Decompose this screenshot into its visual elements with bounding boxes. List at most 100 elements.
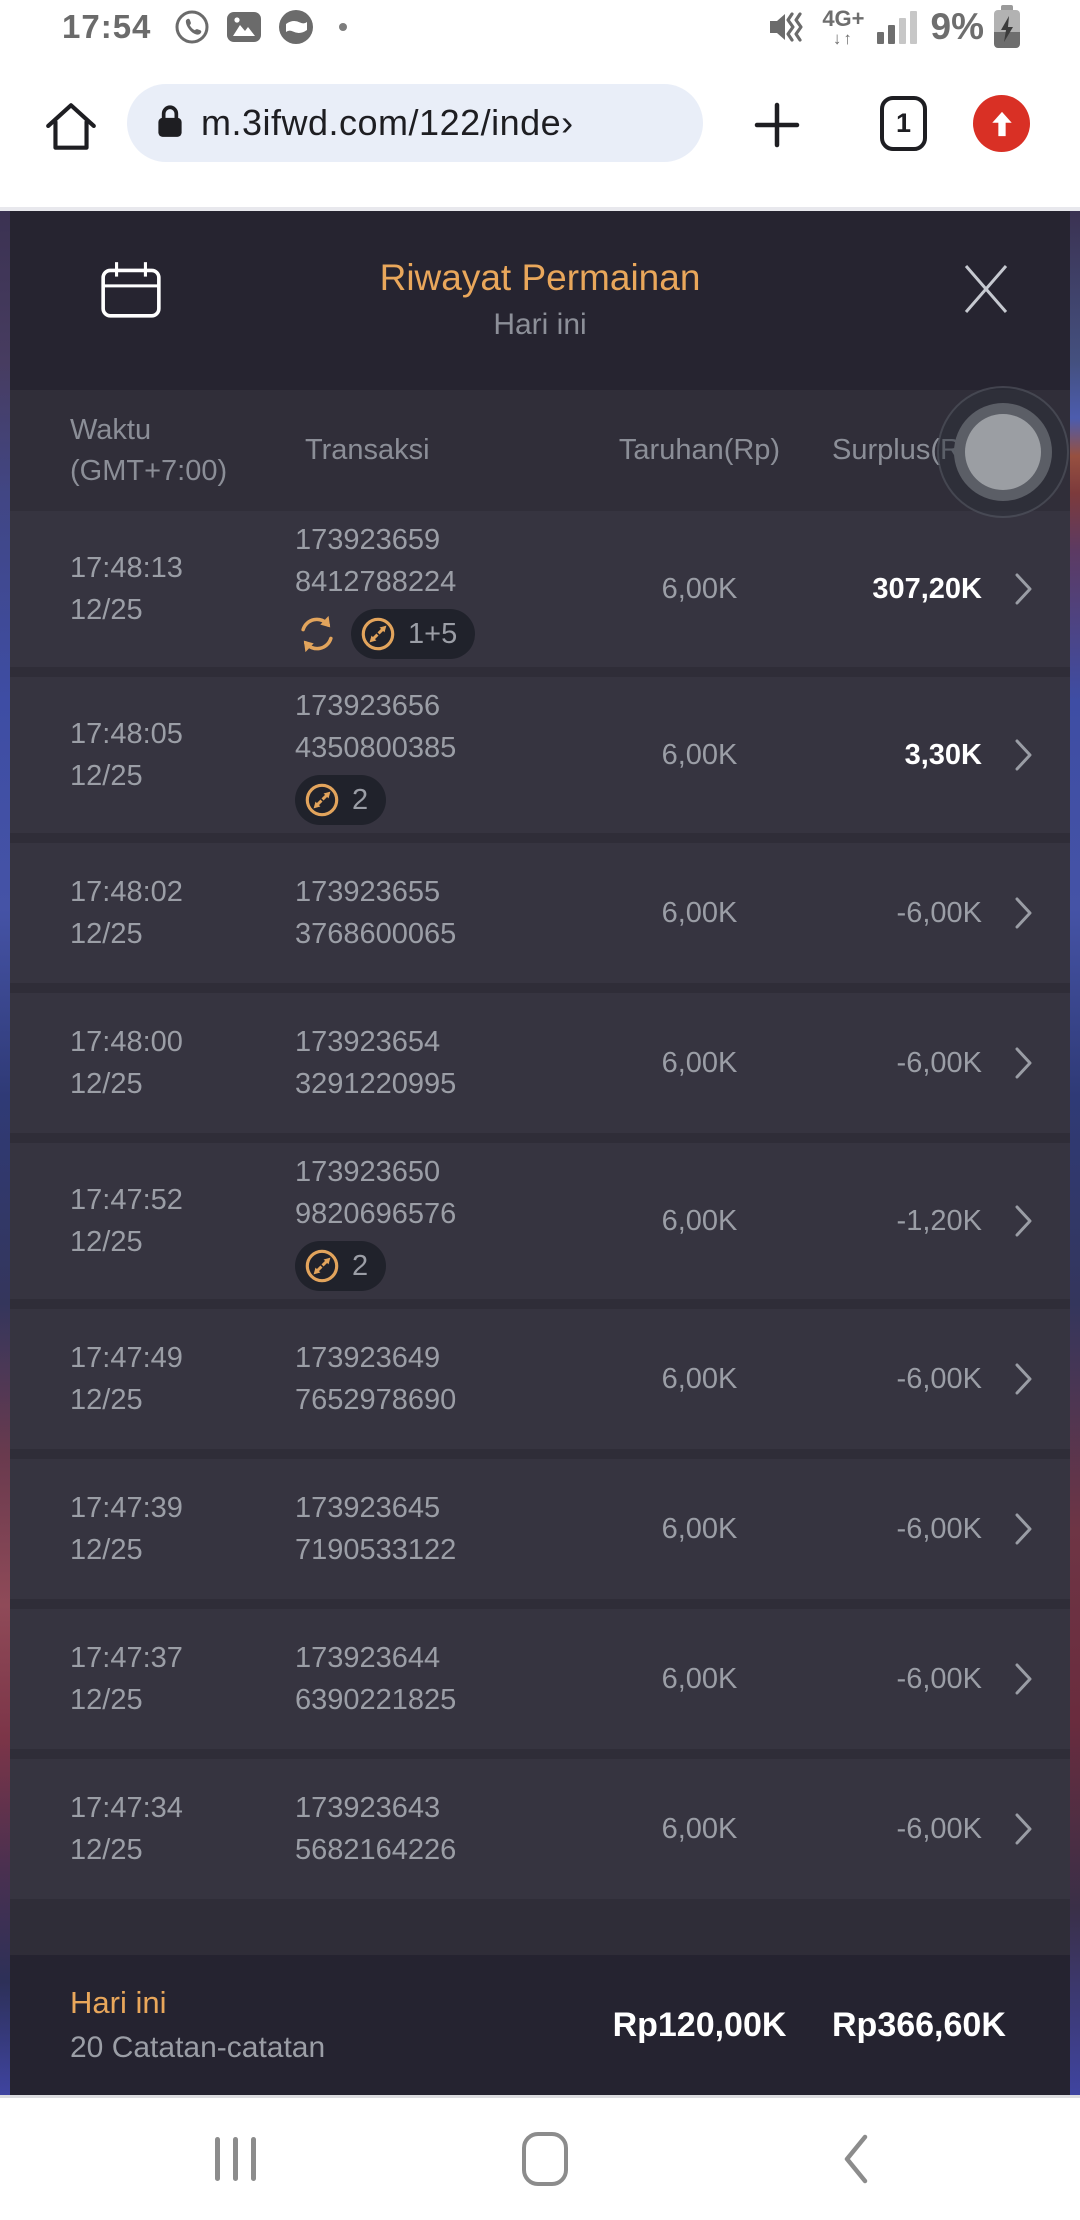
network-arrows-icon: ↓↑ xyxy=(832,28,854,48)
chevron-right-icon xyxy=(982,1362,1034,1396)
new-tab-button[interactable] xyxy=(752,100,802,155)
signal-icon xyxy=(876,10,917,44)
time-cell: 17:47:34 12/25 xyxy=(70,1792,183,1866)
table-row[interactable]: 17:48:13 12/25 173923659 8412788224 xyxy=(10,511,1070,667)
chevron-right-icon xyxy=(982,1662,1034,1696)
recents-button[interactable] xyxy=(195,2098,275,2220)
bet-cell: 6,00K xyxy=(661,572,738,605)
column-taruhan: Taruhan(Rp) xyxy=(618,434,781,466)
assistive-ball[interactable] xyxy=(937,386,1069,518)
table-row[interactable]: 17:47:52 12/25 173923650 9820696576 xyxy=(10,1143,1070,1299)
page-gradient-right xyxy=(1070,211,1080,2095)
nav-bar xyxy=(0,2095,1080,2220)
surplus-cell: -6,00K xyxy=(896,1812,982,1845)
history-modal: Riwayat Permainan Hari ini Waktu (GMT+7:… xyxy=(10,211,1070,2095)
modal-header: Riwayat Permainan Hari ini xyxy=(10,211,1070,390)
transaction-cell: 173923654 3291220995 xyxy=(295,1026,457,1100)
multiplier-icon xyxy=(305,1249,339,1283)
time-cell: 17:48:05 12/25 xyxy=(70,718,183,792)
surplus-cell: 307,20K xyxy=(872,572,982,605)
rows-list: 17:48:13 12/25 173923659 8412788224 xyxy=(10,511,1070,1955)
bet-cell: 6,00K xyxy=(661,1662,738,1695)
badge-pill: 2 xyxy=(295,1241,387,1291)
whatsapp-icon xyxy=(173,8,211,46)
flag-icon xyxy=(277,8,315,46)
table-row[interactable]: 17:48:00 12/25 173923654 3291220995 6,00K … xyxy=(10,993,1070,1133)
table-row[interactable]: 17:48:02 12/25 173923655 3768600065 6,00K … xyxy=(10,843,1070,983)
status-bar: 17:54 xyxy=(0,0,1080,52)
battery-percent: 9% xyxy=(930,6,984,47)
home-nav-icon xyxy=(522,2132,568,2186)
time-cell: 17:47:52 12/25 xyxy=(70,1184,183,1258)
time-cell: 17:48:00 12/25 xyxy=(70,1026,183,1100)
table-row[interactable]: 17:47:37 12/25 173923644 6390221825 6,00K … xyxy=(10,1609,1070,1749)
tab-count: 1 xyxy=(895,108,912,138)
column-waktu: Waktu (GMT+7:00) xyxy=(70,413,228,487)
battery-charging-icon xyxy=(994,5,1020,49)
multiplier-icon xyxy=(361,617,395,651)
summary-footer: Hari ini 20 Catatan-catatan Rp120,00K Rp… xyxy=(10,1955,1070,2095)
home-nav-button[interactable] xyxy=(505,2098,585,2220)
chevron-right-icon xyxy=(982,1046,1034,1080)
gallery-icon xyxy=(225,8,263,46)
transaction-cell: 173923645 7190533122 xyxy=(295,1492,457,1566)
refresh-icon xyxy=(301,615,333,653)
transaction-cell: 173923650 9820696576 2 xyxy=(295,1151,567,1291)
status-time: 17:54 xyxy=(62,8,152,45)
surplus-cell: -6,00K xyxy=(896,896,982,929)
transaction-cell: 173923655 3768600065 xyxy=(295,876,457,950)
summary-surplus-total: Rp366,60K xyxy=(832,2005,1006,2044)
url-bar[interactable]: m.3ifwd.com/122/inde› xyxy=(127,84,703,162)
surplus-cell: -6,00K xyxy=(896,1512,982,1545)
badge-pill: 2 xyxy=(295,775,387,825)
page-title: Riwayat Permainan xyxy=(379,257,701,298)
time-cell: 17:48:13 12/25 xyxy=(70,552,183,626)
summary-bet-total: Rp120,00K xyxy=(612,2005,787,2044)
transaction-cell: 173923656 4350800385 2 xyxy=(295,685,567,825)
bet-cell: 6,00K xyxy=(661,738,738,771)
browser-home-button[interactable] xyxy=(42,98,100,161)
page-background: Riwayat Permainan Hari ini Waktu (GMT+7:… xyxy=(0,211,1080,2095)
table-row[interactable]: 17:48:05 12/25 173923656 4350800385 xyxy=(10,677,1070,833)
bet-cell: 6,00K xyxy=(661,896,738,929)
calendar-button[interactable] xyxy=(98,259,164,326)
close-icon xyxy=(964,265,1008,313)
table-row[interactable]: 17:47:39 12/25 173923645 7190533122 6,00K … xyxy=(10,1459,1070,1599)
page-subtitle: Hari ini xyxy=(493,308,587,341)
browser-update-button[interactable] xyxy=(973,95,1030,152)
transaction-cell: 173923659 8412788224 xyxy=(295,519,567,659)
time-cell: 17:47:39 12/25 xyxy=(70,1492,183,1566)
multiplier-icon xyxy=(305,783,339,817)
back-button[interactable] xyxy=(815,2098,895,2220)
close-button[interactable] xyxy=(958,259,1014,324)
column-transaksi: Transaksi xyxy=(305,434,430,466)
surplus-cell: -6,00K xyxy=(896,1662,982,1695)
transaction-cell: 173923643 5682164226 xyxy=(295,1792,457,1866)
bet-cell: 6,00K xyxy=(661,1512,738,1545)
chevron-right-icon xyxy=(982,1512,1034,1546)
table-row[interactable]: 17:47:49 12/25 173923649 7652978690 6,00K … xyxy=(10,1309,1070,1449)
network-indicator: 4G+ ↓↑ xyxy=(822,7,864,48)
chevron-right-icon xyxy=(982,738,1034,772)
update-arrow-icon xyxy=(991,111,1012,136)
bet-cell: 6,00K xyxy=(661,1812,738,1845)
browser-toolbar: m.3ifwd.com/122/inde› 1 xyxy=(0,52,1080,207)
page-gradient-left xyxy=(0,211,10,2095)
table-row[interactable]: 17:47:34 12/25 173923643 5682164226 6,00K … xyxy=(10,1759,1070,1899)
bet-cell: 6,00K xyxy=(661,1362,738,1395)
transaction-cell: 173923644 6390221825 xyxy=(295,1642,457,1716)
toolbar-divider xyxy=(0,207,1080,211)
bet-cell: 6,00K xyxy=(661,1204,738,1237)
tab-counter[interactable]: 1 xyxy=(880,96,927,151)
chevron-right-icon xyxy=(982,572,1034,606)
summary-records: 20 Catatan-catatan xyxy=(70,2031,326,2064)
time-cell: 17:47:37 12/25 xyxy=(70,1642,183,1716)
time-cell: 17:48:02 12/25 xyxy=(70,876,183,950)
url-text: m.3ifwd.com/122/inde› xyxy=(201,102,574,143)
surplus-cell: 3,30K xyxy=(904,738,982,771)
chevron-right-icon xyxy=(982,1812,1034,1846)
surplus-cell: -6,00K xyxy=(896,1362,982,1395)
chevron-right-icon xyxy=(982,896,1034,930)
notification-dot xyxy=(339,23,348,31)
